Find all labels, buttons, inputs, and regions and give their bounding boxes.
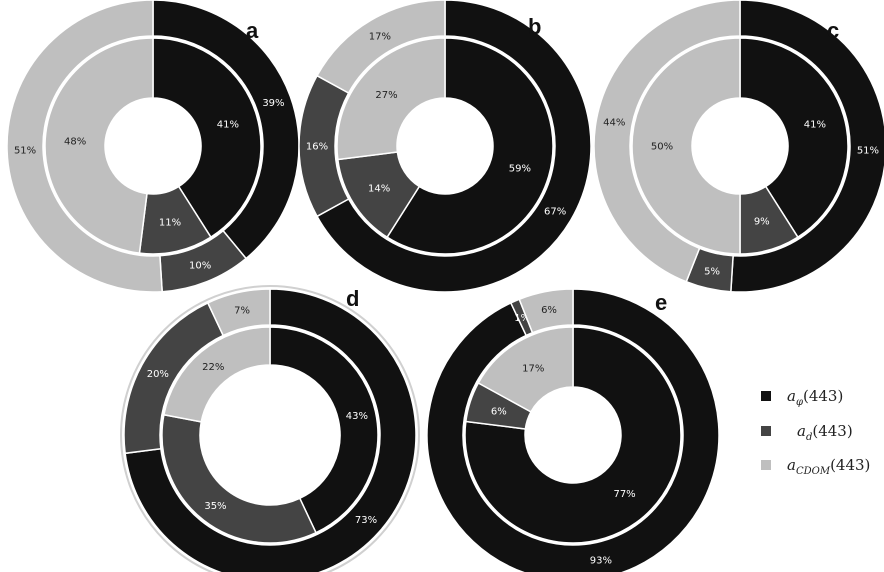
donut-panel-a: 39% 10% 51% 41% 11% 48% a xyxy=(6,0,300,293)
slice-label-outer-a-cdom: 6% xyxy=(541,305,557,316)
legend-swatch-a-phi xyxy=(761,391,771,401)
donut-slice-outer-a-cdom xyxy=(316,0,446,95)
donut-slice-outer-a-phi xyxy=(124,288,417,572)
donut-slice-inner-a-phi xyxy=(269,326,379,534)
legend-item-a-cdom: aCDOM(443) xyxy=(761,456,870,477)
slice-label-outer-a-cdom: 51% xyxy=(14,146,36,157)
donut-panels: 39% 10% 51% 41% 11% 48% a 67% 16% 17% 59% 14% 27% b 51… xyxy=(6,0,884,572)
donut-slice-outer-a-cdom xyxy=(6,0,163,293)
donut-slice-outer-a-phi xyxy=(426,288,720,572)
donut-frame xyxy=(120,285,420,572)
donut-slice-inner-a-cdom xyxy=(163,326,271,423)
donut-slice-outer-a-phi xyxy=(730,0,884,293)
slice-label-outer-a-phi: 39% xyxy=(262,98,284,109)
donut-slice-outer-a-cdom xyxy=(206,288,271,337)
slice-label-inner-a-d: 9% xyxy=(754,216,770,227)
slice-label-outer-a-d: 16% xyxy=(306,142,328,153)
slice-label-inner-a-d: 6% xyxy=(491,406,507,417)
slice-label-inner-a-phi: 43% xyxy=(346,411,368,422)
slice-label-outer-a-d: 1% xyxy=(514,313,530,324)
slice-label-outer-a-phi: 93% xyxy=(590,555,612,566)
slice-label-outer-a-d: 20% xyxy=(147,369,169,380)
slice-label-inner-a-cdom: 50% xyxy=(651,142,673,153)
panel-letter-c: c xyxy=(827,18,839,43)
slice-label-outer-a-phi: 67% xyxy=(544,207,566,218)
donut-slice-inner-a-cdom xyxy=(336,37,446,161)
slice-label-inner-a-d: 14% xyxy=(368,183,390,194)
donut-slice-inner-a-cdom xyxy=(631,37,741,255)
legend-swatch-a-cdom xyxy=(761,460,771,470)
slice-label-outer-a-cdom: 7% xyxy=(234,306,250,317)
slice-label-inner-a-cdom: 48% xyxy=(64,137,86,148)
slice-label-outer-a-cdom: 44% xyxy=(603,118,625,129)
slice-label-inner-a-cdom: 22% xyxy=(202,362,224,373)
donut-panel-d: 73% 20% 7% 43% 35% 22% d xyxy=(120,285,420,572)
slice-label-inner-a-d: 11% xyxy=(159,218,181,229)
donut-slice-inner-a-phi xyxy=(464,326,682,544)
slice-label-outer-a-d: 10% xyxy=(189,261,211,272)
slice-label-inner-a-phi: 41% xyxy=(804,120,826,131)
panel-letter-a: a xyxy=(246,18,259,43)
donut-slice-inner-a-phi xyxy=(386,37,554,255)
donut-panel-e: 93% 1% 6% 77% 6% 17% e xyxy=(426,288,720,572)
donut-slice-outer-a-cdom xyxy=(593,0,741,283)
legend-item-a-phi: aφ(443) xyxy=(761,387,843,408)
legend-item-a-d: ad(443) xyxy=(761,422,853,443)
donut-slice-outer-a-phi xyxy=(152,0,300,260)
panel-letter-d: d xyxy=(346,286,359,311)
donut-slice-inner-a-d xyxy=(161,413,317,544)
slice-label-outer-a-phi: 73% xyxy=(355,515,377,526)
donut-panel-c: 51% 5% 44% 41% 9% 50% c xyxy=(593,0,884,293)
slice-label-inner-a-phi: 41% xyxy=(217,120,239,131)
panel-letter-b: b xyxy=(528,14,541,39)
slice-label-inner-a-cdom: 17% xyxy=(522,363,544,374)
slice-label-outer-a-phi: 51% xyxy=(857,146,879,157)
slice-label-outer-a-cdom: 17% xyxy=(369,31,391,42)
slice-label-inner-a-phi: 59% xyxy=(509,163,531,174)
slice-label-inner-a-cdom: 27% xyxy=(375,90,397,101)
panel-letter-e: e xyxy=(655,290,667,315)
donut-slice-outer-a-phi xyxy=(316,0,592,293)
legend-swatch-a-d xyxy=(761,426,771,436)
slice-label-inner-a-d: 35% xyxy=(204,501,226,512)
slice-label-outer-a-d: 5% xyxy=(704,266,720,277)
donut-slice-inner-a-cdom xyxy=(44,37,154,254)
donut-slice-inner-a-cdom xyxy=(477,326,574,413)
donut-panel-b: 67% 16% 17% 59% 14% 27% b xyxy=(298,0,592,293)
legend-label-a-d: ad(443) xyxy=(797,422,853,443)
slice-label-inner-a-phi: 77% xyxy=(613,489,635,500)
donut-slice-outer-a-cdom xyxy=(518,288,574,334)
legend-label-a-phi: aφ(443) xyxy=(787,387,843,408)
legend: aφ(443) ad(443) aCDOM(443) xyxy=(761,387,870,477)
legend-label-a-cdom: aCDOM(443) xyxy=(787,456,870,477)
